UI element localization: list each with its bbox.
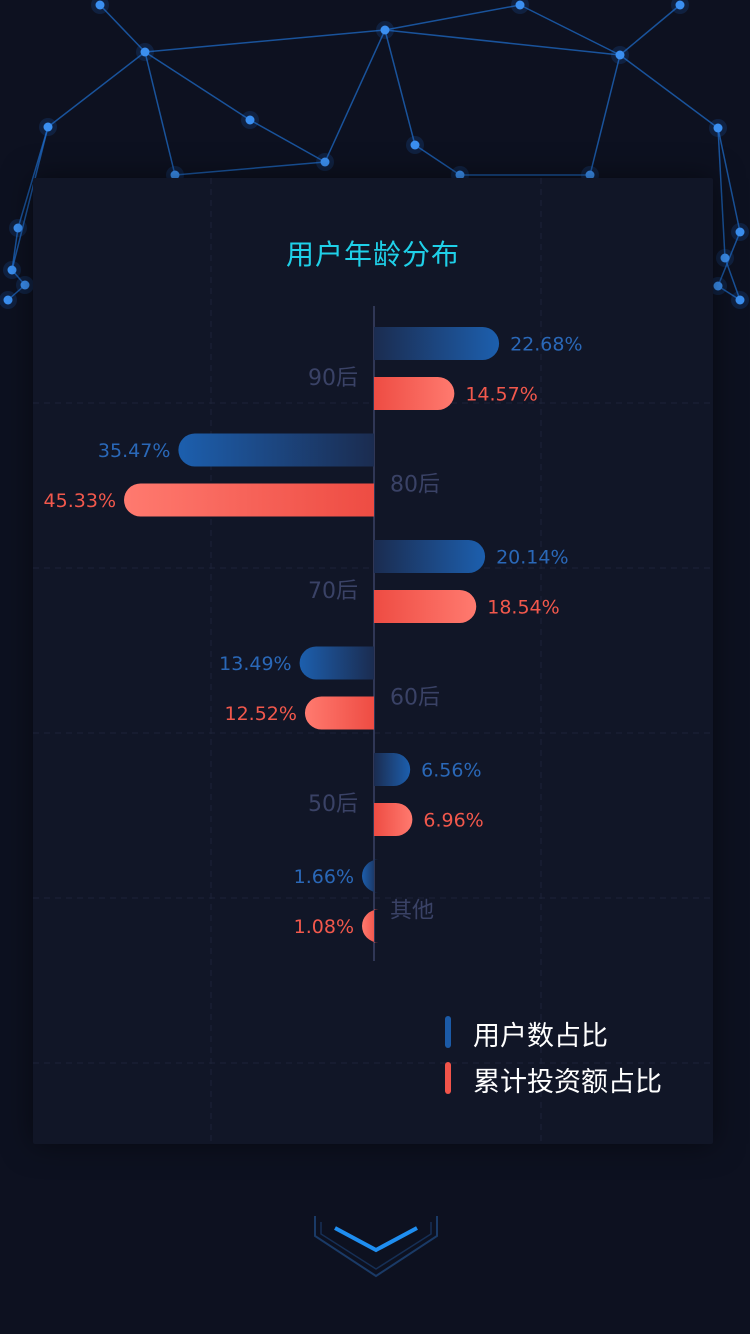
network-node — [720, 253, 730, 263]
network-node — [95, 0, 105, 10]
data-label: 14.57% — [465, 384, 537, 406]
category-label: 60后 — [390, 686, 440, 711]
network-node — [585, 170, 595, 180]
network-edge — [324, 29, 386, 163]
network-node — [20, 280, 30, 290]
network-edge — [717, 127, 741, 233]
network-node — [735, 227, 745, 237]
age-distribution-chart: 22.68% 14.57% 90后 35.47% 45.33% 80后 20.14% 18.5… — [33, 178, 713, 1144]
network-node — [7, 265, 17, 275]
network-edge — [384, 4, 521, 31]
category-label: 其他 — [390, 899, 434, 924]
chart-panel: 用户年龄分布 22.68% 14.57% 90后 35.47% 45.33% 80后 20.… — [33, 178, 713, 1144]
network-edge — [384, 29, 416, 146]
bar — [374, 327, 500, 360]
network-edge — [619, 54, 719, 129]
network-edge — [724, 257, 741, 301]
network-node — [13, 223, 23, 233]
network-edge — [717, 127, 726, 259]
bar — [299, 646, 374, 680]
data-label: 22.68% — [510, 334, 582, 356]
legend-label-investment: 累计投资额占比 — [473, 1067, 662, 1098]
data-label: 1.66% — [294, 866, 354, 888]
bar — [374, 590, 477, 623]
network-node — [735, 295, 745, 305]
network-edge — [144, 29, 386, 53]
category-label: 70后 — [308, 579, 358, 604]
network-background — [0, 0, 749, 309]
network-node — [170, 170, 180, 180]
network-node — [455, 170, 465, 180]
network-node — [675, 0, 685, 10]
network-edge — [414, 144, 461, 176]
data-label: 6.56% — [421, 760, 481, 782]
chevron-down-icon — [314, 1216, 438, 1278]
data-label: 45.33% — [44, 490, 116, 512]
data-label: 13.49% — [219, 653, 291, 675]
network-node — [713, 281, 723, 291]
data-label: 1.08% — [294, 916, 354, 938]
network-node — [140, 47, 150, 57]
network-edge — [144, 51, 251, 121]
data-label: 35.47% — [98, 440, 170, 462]
network-edge — [144, 51, 176, 176]
data-label: 12.52% — [224, 703, 296, 725]
bar — [374, 803, 413, 836]
bar — [374, 753, 411, 786]
bar — [362, 859, 379, 893]
network-edge — [47, 51, 146, 128]
bar — [374, 540, 486, 573]
scroll-down-button[interactable] — [313, 1214, 439, 1280]
network-node — [43, 122, 53, 132]
category-label: 50后 — [308, 792, 358, 817]
network-node — [380, 25, 390, 35]
data-label: 18.54% — [487, 597, 559, 619]
legend-label-users: 用户数占比 — [473, 1021, 608, 1052]
network-edge — [11, 227, 19, 271]
chart-title: 用户年龄分布 — [285, 238, 460, 271]
data-label: 20.14% — [496, 547, 568, 569]
data-label: 6.96% — [423, 810, 483, 832]
network-node — [410, 140, 420, 150]
network-node — [615, 50, 625, 60]
network-edge — [384, 29, 621, 56]
network-node — [245, 115, 255, 125]
category-label: 90后 — [308, 366, 358, 391]
network-edge — [619, 4, 681, 56]
network-edge — [174, 161, 326, 176]
category-label: 80后 — [390, 473, 440, 498]
legend-swatch-users — [445, 1016, 451, 1048]
bar — [178, 433, 374, 467]
network-edge — [249, 119, 326, 163]
network-edge — [589, 54, 621, 176]
bar — [124, 483, 374, 517]
network-edge — [519, 4, 621, 56]
bar — [362, 909, 379, 943]
bar — [304, 696, 374, 730]
network-edge — [99, 4, 146, 53]
network-node — [3, 295, 13, 305]
network-node — [515, 0, 525, 10]
legend-swatch-investment — [445, 1062, 451, 1094]
network-edge — [11, 126, 49, 271]
network-node — [320, 157, 330, 167]
bar — [374, 377, 455, 410]
network-node — [713, 123, 723, 133]
